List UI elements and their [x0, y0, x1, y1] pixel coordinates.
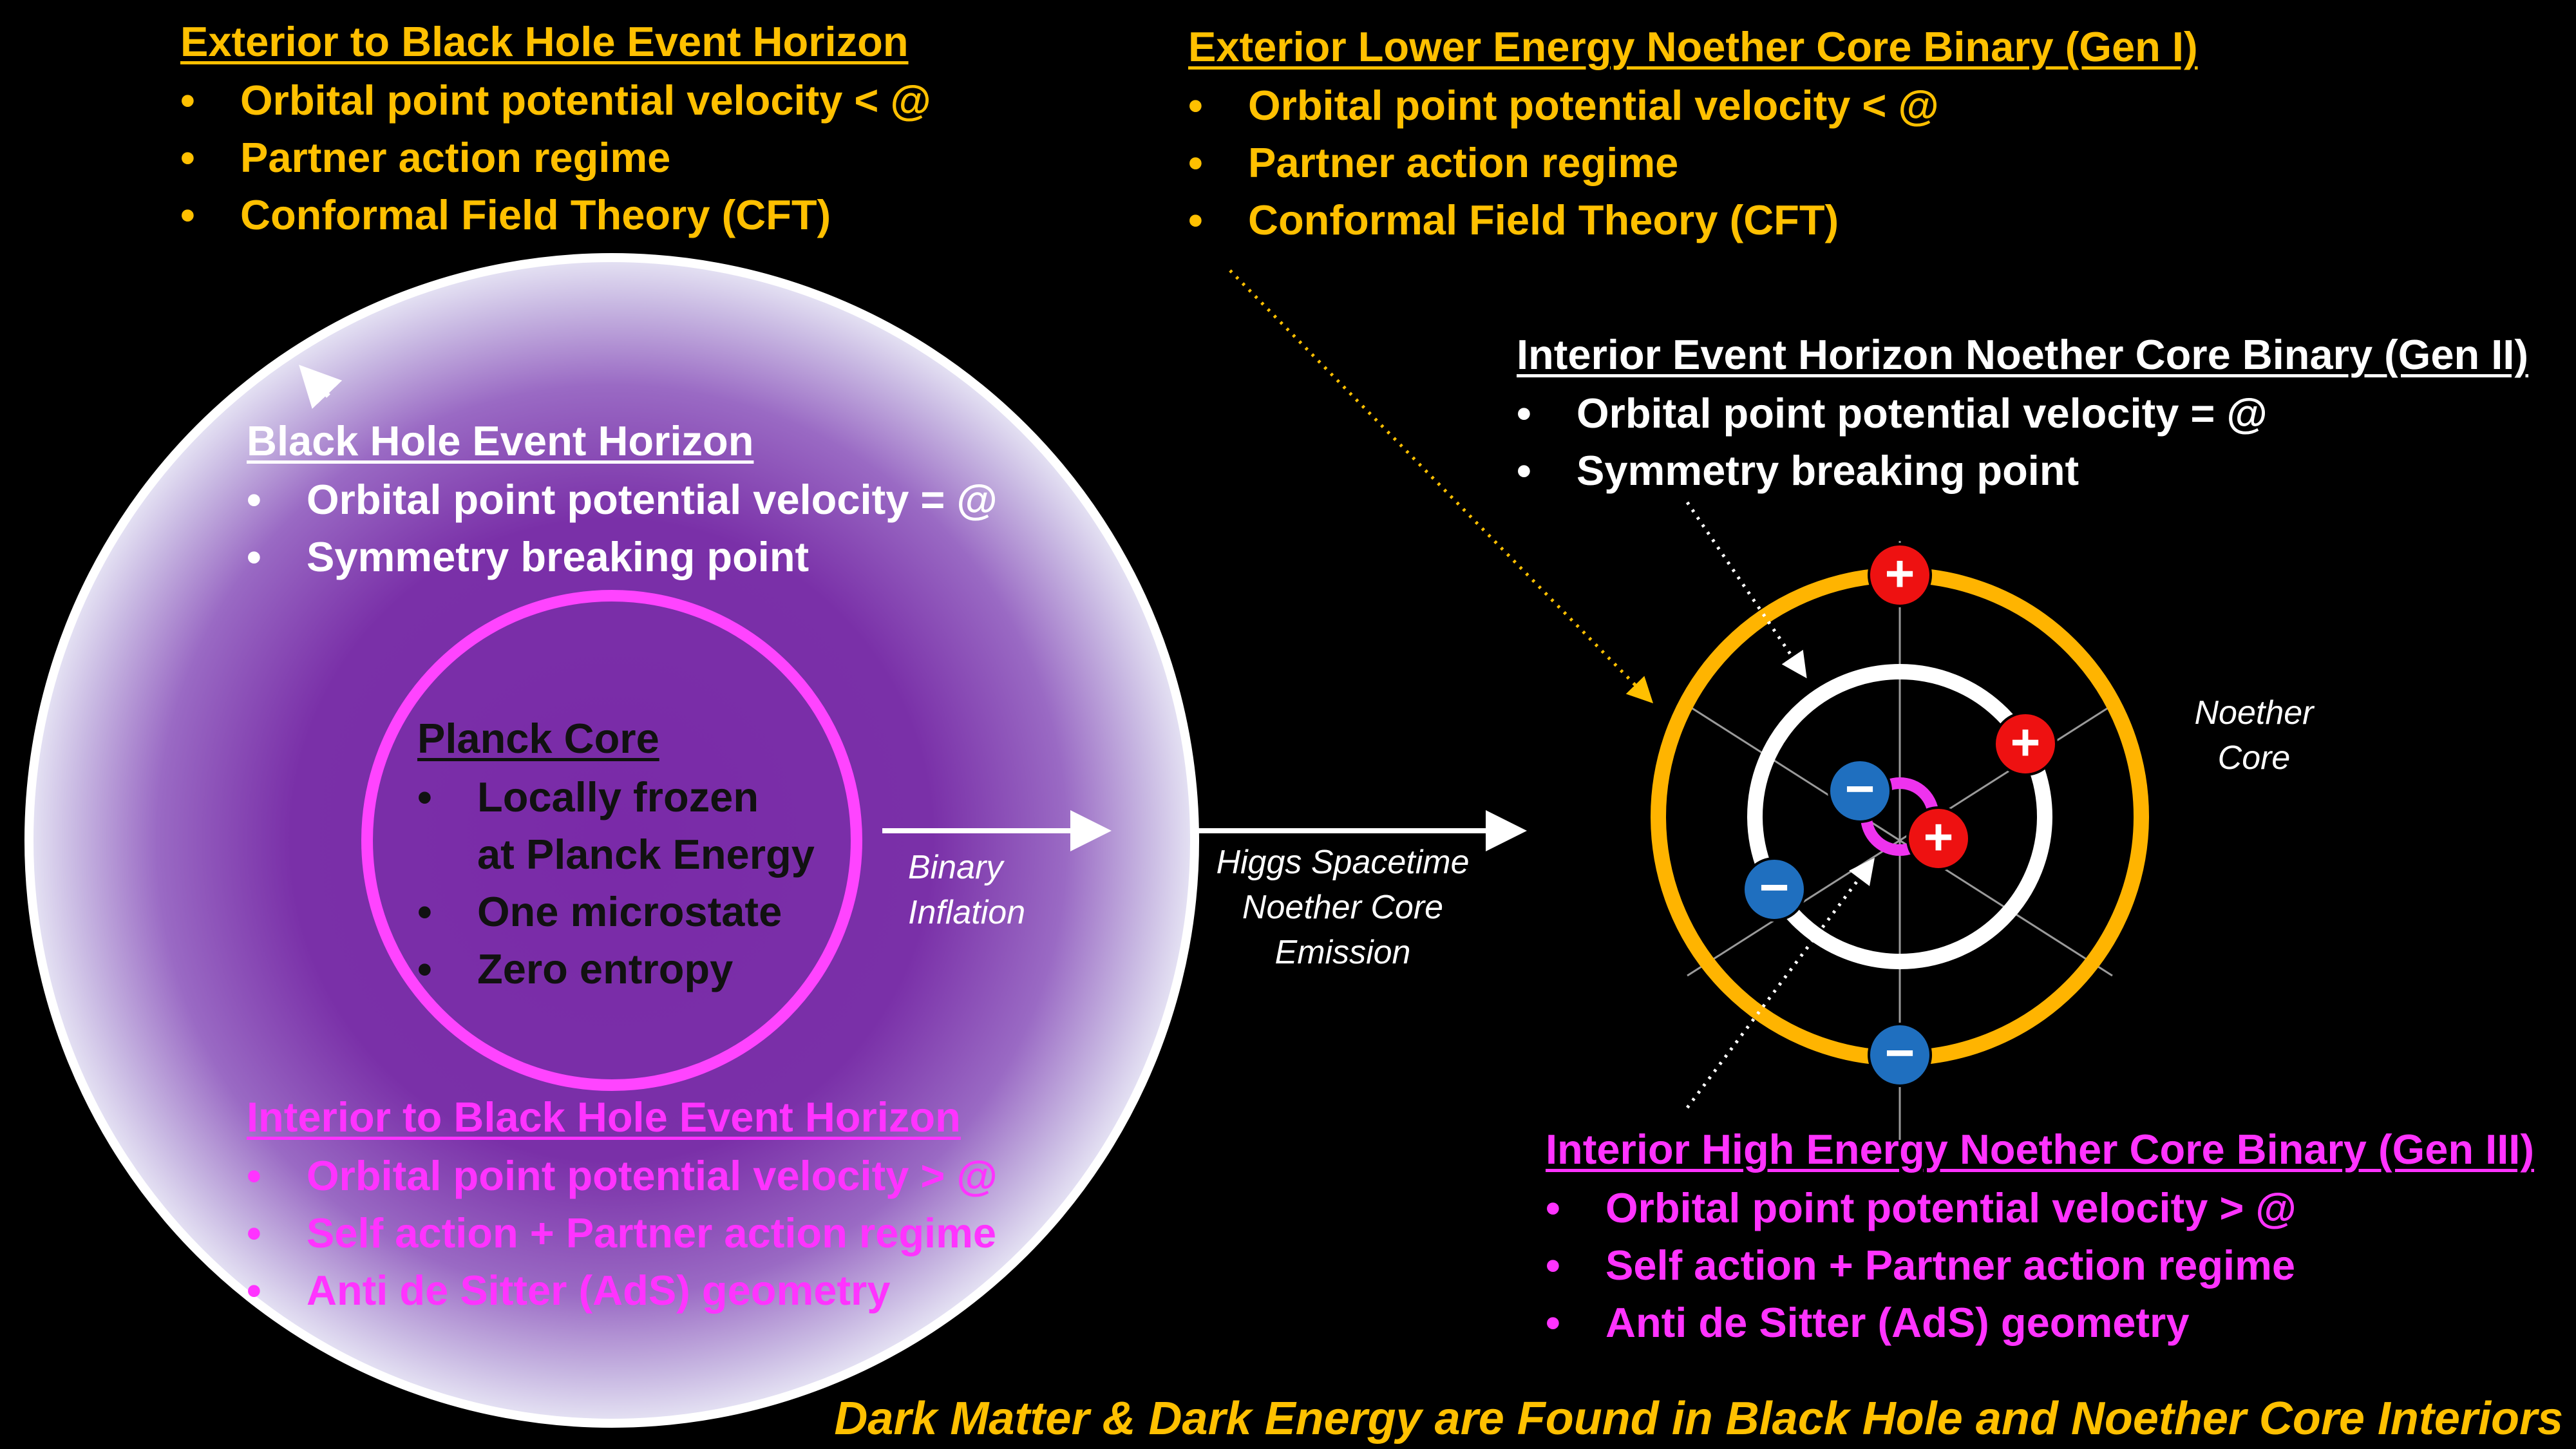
planck-core-title: Planck Core — [417, 715, 659, 762]
middle-orbit-ring — [1747, 664, 2052, 969]
list-item: Anti de Sitter (AdS) geometry — [1546, 1294, 2534, 1351]
exterior-bh-title: Exterior to Black Hole Event Horizon — [180, 18, 909, 65]
list-item: One microstate — [417, 883, 815, 940]
list-item: Orbital point potential velocity < @ — [180, 71, 931, 129]
noether-core-label: Noether Core — [2194, 694, 2314, 777]
interior-horizon-core-title: Interior Event Horizon Noether Core Bina… — [1517, 331, 2529, 378]
list-item: Orbital point potential velocity = @ — [1517, 384, 2528, 442]
emission-label: Higgs Spacetime Noether Core Emission — [1216, 844, 1470, 971]
interior-bh-title: Interior to Black Hole Event Horizon — [247, 1094, 961, 1141]
interior-high-core-title: Interior High Energy Noether Core Binary… — [1546, 1126, 2534, 1173]
svg-text:−: − — [1845, 760, 1875, 817]
horizon-pointer-arrow — [299, 365, 343, 409]
bh-horizon-title: Black Hole Event Horizon — [247, 417, 754, 464]
bh-horizon-block: Black Hole Event Horizon Orbital point p… — [247, 420, 998, 585]
svg-text:+: + — [1885, 545, 1915, 602]
minus-charge-left: − — [1742, 857, 1806, 922]
list-item: Locally frozen — [417, 768, 815, 826]
plus-charge-right: + — [1993, 712, 2058, 776]
gen1-dotted-pointer — [1229, 269, 1653, 704]
interior-horizon-core-block: Interior Event Horizon Noether Core Bina… — [1517, 334, 2528, 499]
svg-text:+: + — [1924, 808, 1954, 866]
planck-core-ring — [361, 590, 862, 1091]
exterior-bh-block: Exterior to Black Hole Event Horizon Orb… — [180, 21, 931, 243]
plus-charge-top: + — [1868, 543, 1932, 607]
gen2-dotted-pointer — [1685, 501, 1807, 679]
list-item: Symmetry breaking point — [247, 528, 998, 585]
svg-text:−: − — [1759, 858, 1790, 916]
list-item: Zero entropy — [417, 940, 815, 998]
interior-bh-block: Interior to Black Hole Event Horizon Orb… — [247, 1096, 998, 1319]
interior-high-core-block: Interior High Energy Noether Core Binary… — [1546, 1128, 2534, 1351]
footer-caption: Dark Matter & Dark Energy are Found in B… — [834, 1393, 2563, 1444]
list-item: Orbital point potential velocity = @ — [247, 471, 998, 528]
exterior-core-title: Exterior Lower Energy Noether Core Binar… — [1188, 23, 2198, 70]
list-item: Self action + Partner action regime — [1546, 1236, 2534, 1294]
exterior-core-block: Exterior Lower Energy Noether Core Binar… — [1188, 26, 2198, 249]
gen3-dotted-pointer — [1686, 858, 1875, 1109]
list-item: Self action + Partner action regime — [247, 1204, 998, 1262]
list-item: Orbital point potential velocity < @ — [1188, 77, 2198, 134]
list-item: Conformal Field Theory (CFT) — [180, 186, 931, 243]
list-item: Symmetry breaking point — [1517, 442, 2528, 499]
list-item: Anti de Sitter (AdS) geometry — [247, 1262, 998, 1319]
svg-text:+: + — [2011, 714, 2041, 771]
svg-text:−: − — [1885, 1024, 1915, 1081]
list-item: Orbital point potential velocity > @ — [1546, 1179, 2534, 1236]
plus-charge-inner: + — [1906, 806, 1971, 871]
list-item: Orbital point potential velocity > @ — [247, 1147, 998, 1204]
binary-inflation-label: Binary Inflation — [908, 849, 1026, 931]
minus-charge-inner: − — [1828, 759, 1892, 823]
minus-charge-bottom: − — [1868, 1023, 1932, 1087]
list-item: Partner action regime — [1188, 134, 2198, 191]
list-item: Conformal Field Theory (CFT) — [1188, 191, 2198, 249]
planck-core-block: Planck Core Locally frozen at Planck Ene… — [417, 717, 815, 998]
list-item: at Planck Energy — [477, 831, 815, 878]
list-item: Partner action regime — [180, 129, 931, 186]
